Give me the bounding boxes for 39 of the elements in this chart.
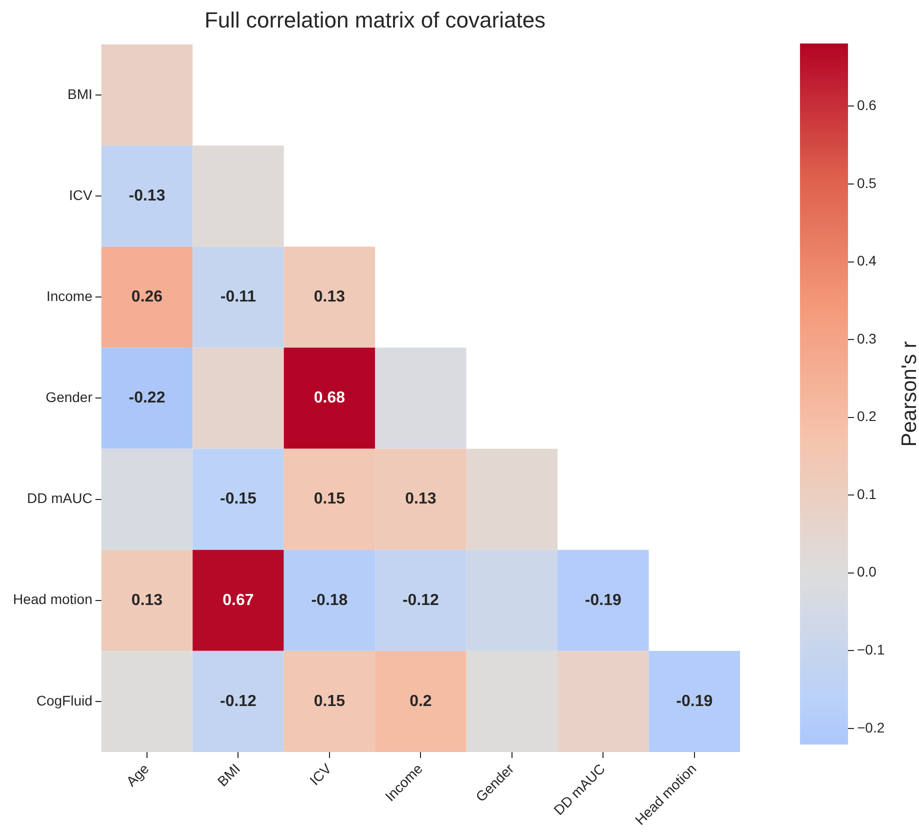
data-label: -0.18 bbox=[311, 592, 348, 609]
x-tick-label: BMI bbox=[214, 760, 244, 790]
color-bar-label: 0.0 bbox=[857, 564, 877, 580]
data-label: -0.12 bbox=[402, 592, 440, 609]
color-bar-label: 0.4 bbox=[857, 252, 877, 269]
data-label: -0.11 bbox=[220, 288, 256, 306]
y-tick-label: Gender bbox=[46, 389, 93, 406]
data-label: 0.15 bbox=[314, 490, 346, 508]
x-tick-label: ICV bbox=[306, 760, 335, 788]
color-bar-title: Pearson's r bbox=[898, 341, 919, 447]
data-label: 0.13 bbox=[314, 288, 346, 306]
x-tick-label: Age bbox=[122, 760, 152, 790]
data-label: -0.19 bbox=[584, 592, 622, 609]
data-label: 0.13 bbox=[405, 490, 436, 508]
data-label: 0.13 bbox=[131, 592, 163, 609]
chart-title: Full correlation matrix of covariates bbox=[204, 7, 546, 32]
data-label: -0.13 bbox=[128, 187, 166, 204]
data-label: -0.15 bbox=[220, 490, 257, 508]
data-label: -0.19 bbox=[676, 692, 713, 710]
color-bar-label: 0.6 bbox=[857, 97, 877, 114]
y-tick-label: ICV bbox=[69, 186, 94, 203]
data-label: 0.68 bbox=[314, 390, 346, 407]
data-label: -0.12 bbox=[220, 692, 257, 710]
y-tick-label: Head motion bbox=[12, 591, 92, 608]
data-label: -0.22 bbox=[128, 390, 166, 407]
y-tick-label: DD mAUC bbox=[27, 490, 92, 506]
color-bar-label: −0.2 bbox=[857, 719, 885, 736]
y-tick-label: CogFluid bbox=[36, 692, 92, 708]
data-label: 0.2 bbox=[410, 692, 432, 710]
color-bar-label: 0.5 bbox=[857, 174, 877, 191]
color-bar-label: −0.1 bbox=[857, 642, 885, 658]
data-label: 0.26 bbox=[131, 288, 163, 306]
y-tick-label: Income bbox=[46, 288, 93, 304]
data-label: 0.67 bbox=[222, 592, 254, 609]
color-bar-label: 0.1 bbox=[857, 486, 877, 502]
y-tick-label: BMI bbox=[67, 86, 92, 102]
color-bar-label: 0.3 bbox=[857, 330, 877, 346]
color-bar-label: 0.2 bbox=[857, 408, 877, 424]
data-label: 0.15 bbox=[314, 692, 346, 710]
